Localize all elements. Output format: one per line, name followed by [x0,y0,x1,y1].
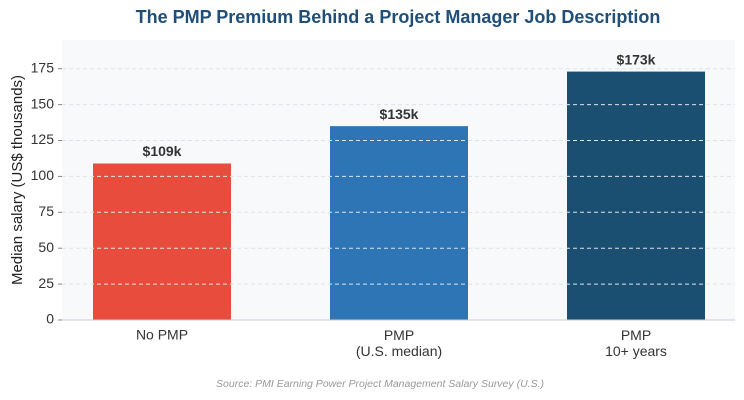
y-tick-label: 125 [31,131,55,147]
y-tick-label: 150 [31,95,55,111]
value-label: $109k [143,143,182,159]
bar [93,163,231,320]
bar [567,71,705,320]
y-tick-label: 50 [38,239,54,255]
bar [330,126,468,321]
value-label: $135k [380,106,419,122]
x-tick-label: PMP 10+ years [605,327,667,359]
value-label: $173k [617,51,656,67]
y-tick-label: 0 [46,311,54,327]
x-tick-label: No PMP [136,327,188,343]
y-tick-label: 100 [31,167,55,183]
x-tick-label: PMP (U.S. median) [356,327,442,359]
source-note: Source: PMI Earning Power Project Manage… [216,378,544,390]
y-tick-label: 25 [38,275,54,291]
y-axis-label: Median salary (US$ thousands) [9,75,26,285]
chart-title: The PMP Premium Behind a Project Manager… [136,7,661,27]
y-tick-label: 175 [31,59,55,75]
y-tick-label: 75 [38,203,54,219]
